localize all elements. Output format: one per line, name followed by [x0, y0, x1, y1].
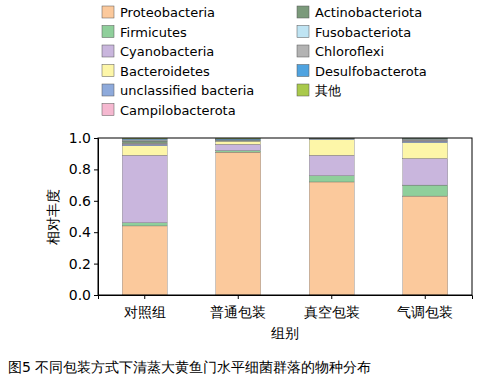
bar-segment [403, 196, 448, 295]
chart: 0.0 0.2 0.4 0.6 0.8 1.0 对照组 普通包装 真空包装 气调包装组别 相对丰度图… [0, 0, 493, 383]
x-tick-label: 真空包装 [304, 304, 360, 320]
x-tick: 真空包装 [304, 295, 360, 320]
bar-segment [309, 176, 354, 182]
bar-segment [309, 138, 354, 140]
bar-segment [122, 146, 167, 155]
y-tick-mark [94, 264, 98, 265]
bar-segment [216, 144, 261, 150]
legend-swatch [297, 84, 309, 96]
bar-segment [216, 151, 261, 153]
bar-segment [216, 139, 261, 140]
bar-segment [309, 140, 354, 156]
legend-swatch [297, 6, 309, 18]
legend-label: Bacteroidetes [120, 64, 210, 79]
x-tick-label: 普通包装 [210, 304, 266, 320]
bar-segment [403, 140, 448, 142]
bar-segment [122, 155, 167, 223]
y-tick: 1.0 [69, 130, 98, 146]
bar-segment [216, 140, 261, 142]
y-tick-mark [94, 201, 98, 202]
bar-segment [122, 138, 167, 140]
y-tick-mark [94, 169, 98, 170]
bar-segment [216, 138, 261, 140]
legend-label: Desulfobacterota [315, 64, 427, 79]
bar-segment [403, 158, 448, 185]
y-tick-mark [94, 232, 98, 233]
legend-label: Cyanobacteria [120, 44, 214, 59]
legend: Proteobacteria Firmicutes Cyanobacteria Bac… [102, 5, 427, 118]
bar-segment [122, 141, 167, 143]
x-tick-mark [425, 295, 426, 299]
y-tick-mark [94, 138, 98, 139]
plot-frame [98, 138, 472, 295]
bar-segment [122, 144, 167, 146]
legend-label: 其他 [315, 83, 341, 98]
x-tick-mark [144, 295, 145, 299]
bar-segment [216, 139, 261, 140]
legend-label: Campilobacterota [120, 103, 236, 118]
x-tick: 普通包装 [210, 295, 266, 320]
bar-segment [122, 226, 167, 295]
legend-swatch [297, 26, 309, 38]
x-axis: 对照组 普通包装 真空包装 气调包装 [99, 295, 473, 320]
bar-segment [216, 152, 261, 295]
legend-swatch [102, 65, 114, 77]
bar-segment [216, 140, 261, 141]
legend-label: Chloroflexi [315, 44, 384, 59]
legend-label: Actinobacteriota [315, 5, 422, 20]
legend-swatch [102, 84, 114, 96]
legend-label: unclassified bacteria [120, 83, 254, 98]
y-tick: 0.8 [69, 161, 98, 177]
bar-segment [309, 182, 354, 295]
y-tick-label: 0.4 [69, 224, 91, 240]
x-tick-mark [331, 295, 332, 299]
bar-segment [403, 139, 448, 140]
legend-label: Proteobacteria [120, 5, 215, 20]
legend-swatch [102, 45, 114, 57]
y-tick-label: 0.8 [69, 161, 91, 177]
y-tick-label: 1.0 [69, 130, 91, 146]
y-tick-label: 0.0 [69, 287, 91, 303]
bar-segment [403, 141, 448, 143]
y-tick-label: 0.2 [69, 256, 91, 272]
y-tick-label: 0.6 [69, 193, 91, 209]
y-tick: 0.0 [69, 287, 98, 303]
y-tick: 0.2 [69, 256, 98, 272]
legend-swatch [297, 45, 309, 57]
x-tick-mark [238, 295, 239, 299]
legend-label: Firmicutes [120, 25, 187, 40]
bar-segment [309, 155, 354, 175]
bar-segment [216, 141, 261, 144]
x-axis-title: 组别 [271, 325, 299, 341]
legend-swatch [102, 104, 114, 116]
bar-segment [122, 223, 167, 226]
bars [122, 138, 447, 295]
legend-swatch [102, 6, 114, 18]
bar-segment [122, 139, 167, 141]
x-tick-label: 对照组 [124, 304, 166, 320]
y-tick-mark [94, 295, 98, 296]
bar-segment [122, 140, 167, 142]
x-tick: 气调包装 [397, 295, 453, 320]
chart-title: 图5 不同包装方式下清蒸大黄鱼门水平细菌群落的物种分布 [8, 359, 371, 375]
bar-segment [403, 185, 448, 196]
x-tick-label: 气调包装 [397, 304, 453, 320]
bar-segment [403, 139, 448, 141]
y-axis: 0.0 0.2 0.4 0.6 0.8 1.0 [69, 130, 99, 303]
legend-swatch [297, 65, 309, 77]
y-tick: 0.6 [69, 193, 98, 209]
legend-label: Fusobacteriota [315, 25, 411, 40]
x-tick: 对照组 [124, 295, 166, 320]
legend-swatch [102, 26, 114, 38]
y-tick: 0.4 [69, 224, 98, 240]
bar-segment [403, 143, 448, 159]
x-axis-line [99, 296, 473, 300]
y-axis-title: 相对丰度 [45, 189, 61, 245]
bar-segment [216, 139, 261, 140]
y-axis-line [94, 139, 99, 296]
